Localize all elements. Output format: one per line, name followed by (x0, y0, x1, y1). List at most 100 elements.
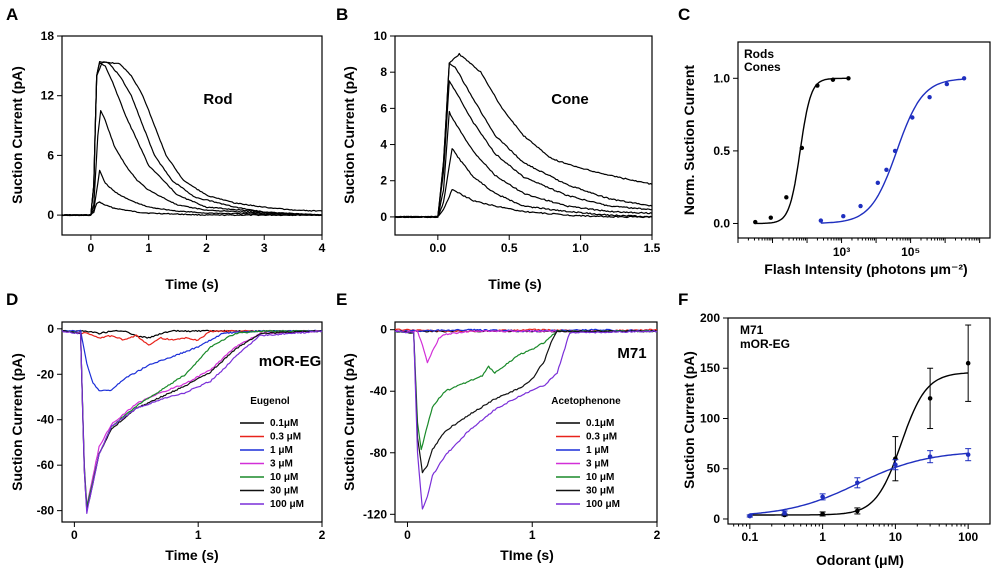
y-tick-label: -120 (363, 507, 387, 521)
x-tick-label: 10⁵ (901, 245, 920, 259)
y-tick-label: 100 (700, 411, 720, 425)
inline-title: mOR-EG (259, 353, 322, 370)
x-axis-label: Odorant (μM) (816, 552, 904, 568)
y-tick-label: 0 (380, 323, 387, 337)
panel-d: D 0 1 2 0 -20 -40 -60 -80 Time (s) Suction Current… (6, 290, 326, 563)
data-point-m71 (927, 396, 933, 401)
data-point-m71 (855, 508, 860, 514)
x-tick-label: 1 (819, 530, 826, 544)
x-tick-label: 10³ (833, 245, 850, 259)
x-tick-label: 0.5 (501, 241, 518, 255)
legend-entry: 30 μM (586, 486, 614, 497)
y-axis-label: Suction Current (pA) (341, 66, 357, 204)
y-tick-label: 0.5 (713, 144, 730, 158)
data-point-mor-eg (927, 454, 933, 459)
data-point-cones (961, 76, 967, 81)
y-axis-label: Suction Current (pA) (9, 353, 25, 491)
y-axis-label: Suction Current (pA) (9, 66, 25, 204)
y-tick-label: 150 (700, 361, 720, 375)
data-point-cones (875, 180, 881, 186)
data-point-cones (944, 81, 950, 87)
x-tick-label: 0 (404, 528, 411, 542)
panel-letter: E (336, 290, 347, 309)
legend-title: Eugenol (250, 396, 290, 407)
trace-flash-6 (61, 61, 323, 217)
legend-entry: 0.3 μM (270, 432, 301, 443)
x-tick-label: 0.0 (429, 241, 446, 255)
y-tick-label: 18 (41, 29, 55, 43)
trace-flash-1 (62, 201, 323, 217)
trace-flash-5 (61, 60, 322, 217)
data-point-mor-eg (747, 513, 753, 519)
y-tick-label: -20 (37, 367, 55, 381)
legend-entry: 0.3 μM (586, 432, 617, 443)
trace-100-m (394, 330, 658, 510)
x-tick-label: 1 (145, 241, 152, 255)
y-tick-label: -80 (370, 446, 388, 460)
plot-frame (394, 35, 653, 236)
fit-curve-cones (820, 78, 965, 224)
x-tick-label: 0 (71, 528, 78, 542)
panel-letter: A (6, 5, 18, 24)
plot-frame (727, 317, 991, 525)
data-point-cones (858, 203, 863, 209)
y-tick-label: 0 (47, 322, 54, 336)
legend-entry: Cones (744, 60, 781, 74)
data-point-m71 (965, 360, 971, 366)
y-tick-label: -40 (370, 384, 388, 398)
panel-letter: C (678, 5, 690, 24)
data-point-cones (841, 214, 846, 219)
data-point-rods (846, 76, 851, 81)
x-tick-label: 0 (88, 241, 95, 255)
legend-entry: 3 μM (586, 459, 609, 470)
y-tick-label: 6 (380, 101, 387, 115)
trace-flash-6 (395, 52, 653, 218)
inline-title: Cone (551, 91, 589, 108)
y-tick-label: 1.0 (713, 71, 730, 85)
data-point-mor-eg (782, 510, 787, 516)
panel-letter: D (6, 290, 18, 309)
y-tick-label: 0 (713, 512, 720, 526)
y-tick-label: 0 (47, 208, 54, 222)
y-tick-label: 50 (707, 462, 721, 476)
data-point-rods (768, 215, 773, 220)
y-tick-label: -80 (37, 504, 55, 518)
legend-entry: 0.1μM (586, 418, 614, 429)
panel-f: F 0.1 1 10 100 0 50 100 150 200 Odorant (μM) Suctio… (678, 290, 991, 568)
x-axis-label: Time (s) (165, 547, 218, 563)
x-tick-label: 2 (654, 528, 661, 542)
inline-title: Rod (203, 91, 232, 108)
x-tick-label: 1 (529, 528, 536, 542)
y-tick-label: 8 (380, 65, 387, 79)
panel-c: C 10³ 10⁵ 0.0 0.5 1.0 Flash Intensity (photons… (678, 5, 991, 277)
x-tick-label: 100 (958, 530, 978, 544)
legend-entry: 10 μM (270, 472, 298, 483)
plot-frame (61, 35, 323, 236)
trace-100-m (61, 330, 323, 515)
x-axis-label: Time (s) (488, 276, 541, 292)
data-point-rods (799, 145, 805, 151)
y-tick-label: -60 (37, 458, 55, 472)
y-tick-label: 4 (380, 138, 387, 152)
y-axis-label: Suction Current (pA) (681, 351, 697, 489)
plot-frame (394, 321, 658, 523)
x-tick-label: 0.1 (741, 530, 758, 544)
x-tick-label: 1.5 (644, 241, 661, 255)
plot-frame (61, 321, 323, 523)
panel-letter: F (678, 290, 688, 309)
legend-entry: 100 μM (586, 499, 620, 510)
trace-flash-5 (394, 62, 653, 219)
x-tick-label: 2 (203, 241, 210, 255)
y-axis-label: Suction Current (pA) (341, 353, 357, 491)
data-point-rods (830, 77, 836, 82)
data-point-rods (784, 195, 789, 200)
data-point-cones (818, 218, 824, 223)
y-tick-label: 12 (41, 89, 55, 103)
x-tick-label: 1.0 (572, 241, 589, 255)
trace-flash-4 (394, 80, 652, 219)
y-tick-label: -40 (37, 413, 55, 427)
data-point-mor-eg (965, 452, 971, 457)
legend-title: Acetophenone (551, 396, 621, 407)
